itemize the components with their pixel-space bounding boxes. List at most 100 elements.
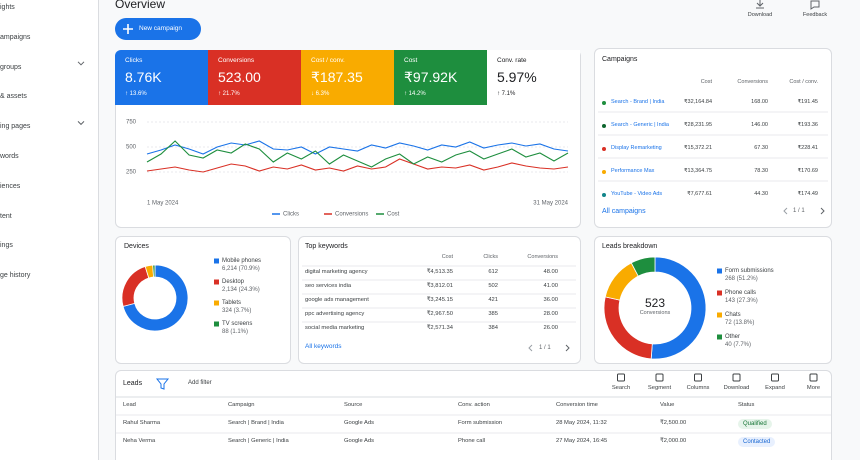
- nav-item[interactable]: ings: [0, 242, 13, 250]
- cell: Google Ads: [344, 420, 374, 426]
- keyword: digital marketing agency: [305, 269, 368, 275]
- keyword: ppc advertising agency: [305, 311, 365, 317]
- metric-tile[interactable]: Conv. rate 5.97% ↑ 7.1%: [487, 50, 580, 105]
- nav-item[interactable]: ights: [0, 4, 15, 11]
- devices-card: [115, 236, 291, 364]
- cell: ₹2,571.34: [426, 325, 453, 331]
- link[interactable]: All keywords: [305, 343, 342, 350]
- column-header: Value: [660, 402, 675, 408]
- metric-change: ↑ 14.2%: [404, 91, 426, 97]
- plus-icon: [123, 24, 133, 34]
- column-header: Conv. action: [458, 402, 490, 408]
- legend-label: Other: [725, 334, 741, 340]
- nav-item[interactable]: iences: [0, 182, 21, 190]
- new-campaign-button[interactable]: New campaign: [115, 18, 201, 40]
- tool-label[interactable]: More: [806, 385, 821, 391]
- legend-value: 40 (7.7%): [725, 342, 752, 348]
- legend-value: 268 (51.2%): [725, 276, 758, 282]
- metric-value: 5.97%: [497, 69, 537, 85]
- cell: 78.30: [754, 168, 768, 174]
- cell: ₹228.41: [797, 145, 818, 151]
- card-title: Leads: [123, 380, 143, 387]
- tool-label[interactable]: Download: [723, 385, 750, 391]
- action-icon: [756, 0, 764, 9]
- action-label[interactable]: Feedback: [802, 12, 828, 18]
- metric-value: ₹97.92K: [404, 69, 458, 85]
- cell: ₹3,812.01: [426, 283, 453, 289]
- nav-item[interactable]: words: [0, 153, 19, 160]
- legend-value: 72 (13.8%): [725, 320, 755, 326]
- cell: ₹174.49: [797, 191, 818, 197]
- metric-value: 8.76K: [125, 69, 162, 85]
- nav-item[interactable]: & assets: [0, 93, 27, 101]
- column-header: Cost / conv.: [789, 79, 818, 85]
- cell: ₹2,500.00: [660, 420, 687, 426]
- keyword: social media marketing: [305, 325, 365, 331]
- keyword: seo services india: [305, 283, 352, 289]
- cell: 146.00: [751, 122, 768, 128]
- cell: 44.30: [754, 191, 768, 197]
- campaign-name[interactable]: Search - Brand | India: [611, 99, 665, 105]
- nav-item[interactable]: ampaigns: [0, 33, 31, 41]
- cell: ₹2,000.00: [660, 438, 687, 444]
- pager: 1 / 1: [539, 345, 551, 351]
- column-header: Lead: [123, 402, 136, 408]
- campaign-name[interactable]: YouTube - Video Ads: [611, 191, 663, 197]
- metric-change: ↑ 21.7%: [218, 91, 240, 97]
- metric-label: Conversions: [218, 57, 255, 64]
- cell: 28.00: [543, 311, 558, 317]
- cell: 27 May 2024, 16:45: [556, 438, 608, 444]
- cell: ₹4,513.35: [426, 269, 453, 275]
- cell: 36.00: [543, 297, 558, 303]
- legend-value: 88 (1.1%): [222, 329, 249, 335]
- action-icon: [810, 0, 820, 10]
- filter-button[interactable]: Add filter: [188, 380, 212, 386]
- metric-change: ↓ 6.3%: [311, 91, 330, 97]
- nav-item[interactable]: ge history: [0, 272, 31, 280]
- link[interactable]: All campaigns: [602, 208, 646, 215]
- campaign-name[interactable]: Performance Max: [611, 168, 655, 174]
- legend-label: Desktop: [222, 279, 245, 285]
- action-label[interactable]: Download: [747, 12, 773, 18]
- button-label: New campaign: [139, 25, 182, 32]
- sidebar: [0, 0, 99, 460]
- cell: Search | Generic | India: [228, 438, 289, 444]
- column-header: Conversions: [527, 254, 558, 260]
- tool-label[interactable]: Columns: [686, 385, 710, 391]
- campaign-name[interactable]: Search - Generic | India: [611, 122, 669, 128]
- cell: 384: [488, 325, 498, 331]
- metric-tile[interactable]: Conversions 523.00 ↑ 21.7%: [208, 50, 301, 105]
- tool-label[interactable]: Expand: [765, 385, 785, 391]
- cell: ₹170.69: [797, 168, 818, 174]
- cell: ₹13,364.75: [684, 168, 712, 174]
- metric-value: ₹187.35: [311, 69, 363, 85]
- column-header: Cost: [700, 79, 712, 85]
- metric-change: ↑ 13.6%: [125, 91, 147, 97]
- nav-item[interactable]: ing pages: [0, 123, 31, 131]
- metric-tile[interactable]: Cost ₹97.92K ↑ 14.2%: [394, 50, 487, 105]
- tool-label[interactable]: Segment: [647, 385, 672, 391]
- cell: Rahul Sharma: [123, 420, 161, 426]
- metric-change: ↑ 7.1%: [497, 91, 516, 97]
- metric-tile[interactable]: Cost / conv. ₹187.35 ↓ 6.3%: [301, 50, 394, 105]
- card-title: Leads breakdown: [602, 243, 658, 250]
- cell: ₹15,372.21: [684, 145, 712, 151]
- cell: ₹191.45: [797, 99, 818, 105]
- card-title: Campaigns: [602, 56, 638, 63]
- cell: Phone call: [458, 438, 486, 444]
- nav-item[interactable]: groups: [0, 63, 22, 71]
- keyword: google ads management: [305, 297, 369, 303]
- tool-label[interactable]: Search: [611, 385, 631, 391]
- campaigns-card: [594, 48, 832, 228]
- legend-label: Tablets: [222, 300, 242, 306]
- legend-value: 6,214 (70.9%): [222, 266, 260, 272]
- nav-item[interactable]: tent: [0, 212, 12, 220]
- metric-label: Cost: [404, 57, 418, 64]
- campaign-name[interactable]: Display Remarketing: [611, 145, 662, 151]
- metric-tile[interactable]: Clicks 8.76K ↑ 13.6%: [115, 50, 208, 105]
- column-header: Cost: [441, 254, 453, 260]
- cell: ₹2,967.50: [426, 311, 453, 317]
- column-header: Conversion time: [556, 402, 598, 408]
- leads-table-card: [115, 370, 832, 460]
- cell: Form submission: [458, 420, 503, 426]
